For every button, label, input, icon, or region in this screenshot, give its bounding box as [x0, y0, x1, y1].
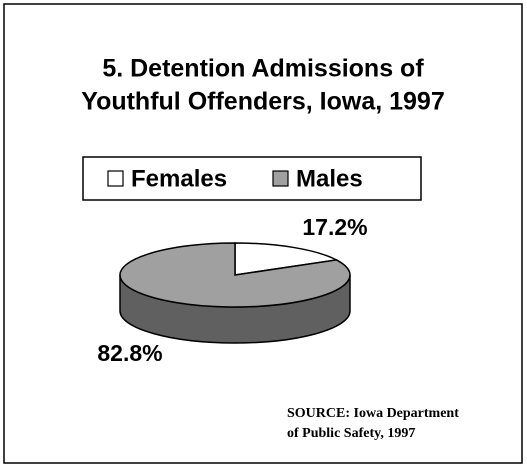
- value-label: 17.2%: [302, 214, 367, 240]
- legend-label: Males: [296, 165, 363, 192]
- legend-label: Females: [131, 165, 227, 192]
- legend-box: [82, 156, 422, 201]
- frame: [3, 3, 523, 464]
- source-note: of Public Safety, 1997: [287, 426, 415, 441]
- source-note: SOURCE: Iowa Department: [287, 406, 459, 421]
- value-label: 82.8%: [97, 340, 162, 366]
- pie-slice: [234, 242, 339, 276]
- chart-title: Youthful Offenders, Iowa, 1997: [81, 88, 445, 116]
- chart-title: 5. Detention Admissions of: [102, 55, 424, 83]
- legend-swatch: [107, 170, 124, 187]
- legend-swatch: [272, 170, 289, 187]
- pie-slice: [119, 242, 351, 308]
